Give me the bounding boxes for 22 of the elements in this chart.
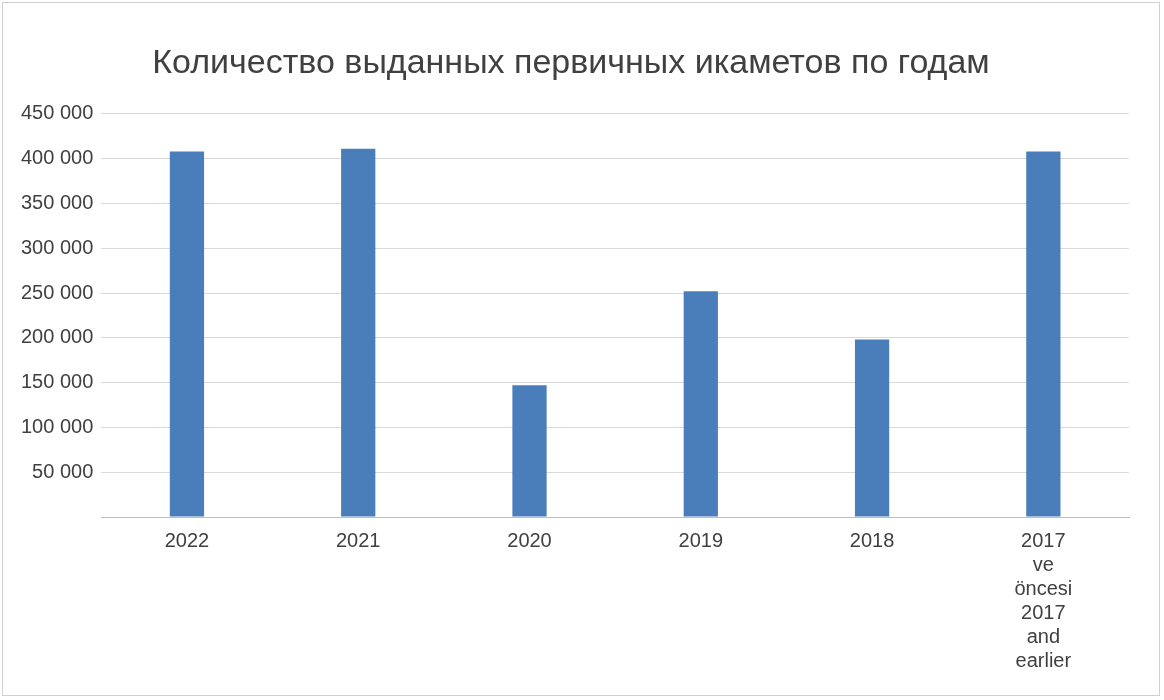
y-tick-label: 400 000 [21,146,94,169]
y-tick-label: 300 000 [21,235,94,258]
bar [683,291,718,517]
y-tick-label: 450 000 [21,101,94,124]
y-tick-label: 350 000 [21,190,94,213]
chart-title: Количество выданных первичных икаметов по годам [152,41,990,80]
y-tick-label: 200 000 [21,325,94,348]
y-tick-label: 50 000 [32,459,94,482]
x-tick-label: 2022 [164,528,210,551]
bar [341,148,376,517]
x-tick-label: 2017 ve öncesi 2017 and earlier [1014,528,1073,671]
bar [854,339,890,517]
bar [512,385,547,517]
x-tick-label: 2018 [849,528,895,551]
x-tick-label: 2019 [678,528,724,551]
y-tick-label: 100 000 [21,414,94,437]
bar [169,151,205,517]
bar [1026,151,1061,517]
y-tick-label: 150 000 [21,370,94,393]
x-tick-label: 2021 [335,528,381,551]
x-tick-label: 2020 [507,528,552,551]
y-tick-label: 250 000 [21,280,94,303]
